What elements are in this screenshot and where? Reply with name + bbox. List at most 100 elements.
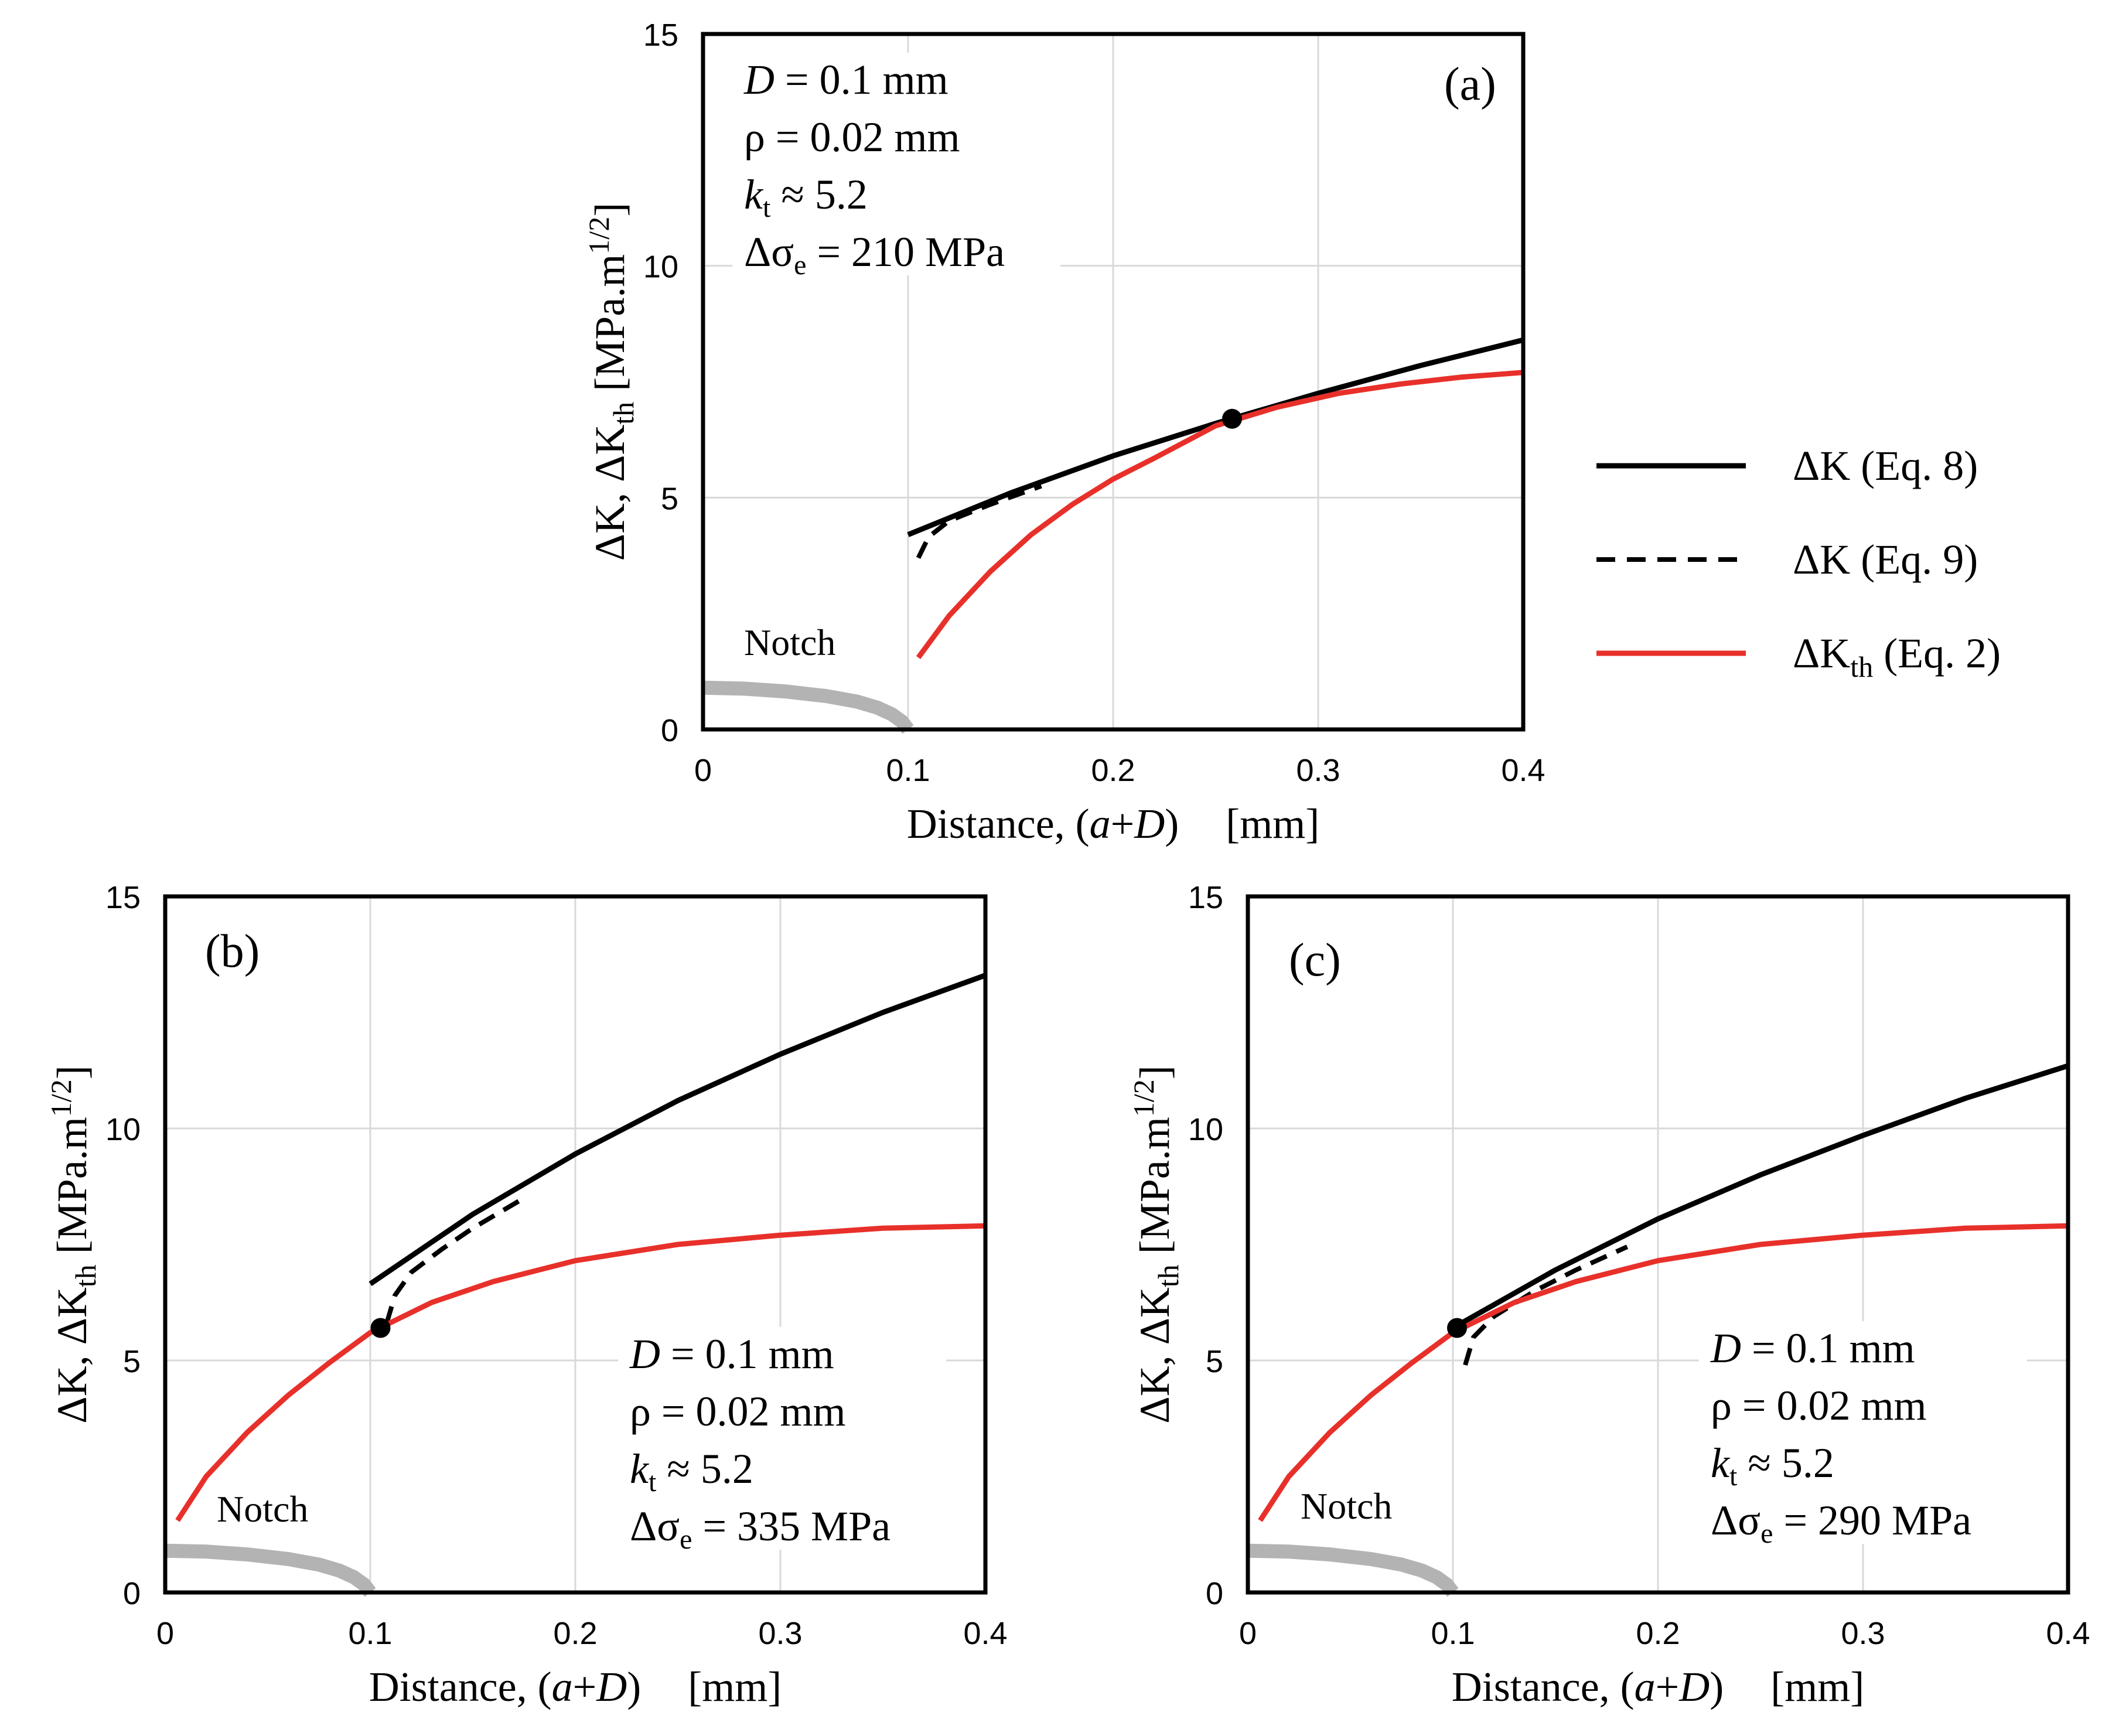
- annotation-background: [732, 53, 1060, 275]
- annotation-notch-radius: ρ = 0.02 mm: [1711, 1382, 1927, 1429]
- y-axis-label-main: ΔK, ΔK: [49, 1287, 95, 1424]
- x-axis-label-plus: +: [1656, 1663, 1680, 1710]
- x-tick-label: 0.3: [758, 1616, 802, 1651]
- x-axis-label-var-d: D: [1134, 800, 1165, 847]
- annotation-stress-prefix: Δσ: [1711, 1497, 1760, 1544]
- x-tick-label: 0.4: [1501, 753, 1545, 788]
- x-tick-label: 0: [1239, 1616, 1257, 1651]
- notch-label: Notch: [1301, 1485, 1392, 1527]
- notch-label: Notch: [217, 1488, 308, 1530]
- legend-label-rest: (Eq. 2): [1873, 630, 2001, 677]
- annotation-kt-var: k: [1711, 1440, 1731, 1486]
- x-axis-label: Distance, (a+D) [mm]: [369, 1663, 782, 1710]
- x-tick-label: 0.2: [1091, 753, 1135, 788]
- y-axis-label-close: ]: [1131, 1065, 1178, 1079]
- x-axis-label-plus: +: [573, 1663, 597, 1710]
- x-tick-label: 0.1: [886, 753, 930, 788]
- x-tick-label: 0.4: [963, 1616, 1007, 1651]
- y-tick-label: 5: [1206, 1344, 1223, 1379]
- y-axis-label: ΔK, ΔKth [MPa.m1/2]: [1127, 1065, 1185, 1423]
- series-line-2: [916, 483, 1042, 559]
- x-axis-label-var-d: D: [596, 1663, 627, 1710]
- legend-label-2: ΔK (Eq. 9): [1793, 536, 1978, 583]
- annotation-diameter-var: D: [629, 1331, 660, 1377]
- y-axis-label: ΔK, ΔKth [MPa.m1/2]: [582, 203, 640, 561]
- x-axis-label-prefix: Distance, (: [907, 800, 1090, 847]
- y-axis-label-sub: th: [607, 402, 640, 425]
- annotation-stress-value: = 210 MPa: [806, 228, 1005, 275]
- annotation-kt-var: k: [744, 171, 764, 218]
- x-tick-label: 0: [156, 1616, 174, 1651]
- x-tick-label: 0.3: [1841, 1616, 1885, 1651]
- y-axis-label-close: ]: [586, 203, 633, 217]
- y-tick-label: 15: [105, 880, 141, 915]
- notch-profile: [702, 680, 914, 734]
- chart-panel-3: D = 0.1 mm ρ = 0.02 mm kt ≈ 5.2 Δσe = 290 M…: [1127, 880, 2090, 1710]
- legend-label-main: ΔK (Eq. 9): [1793, 536, 1978, 583]
- annotation-stress-sub: e: [680, 1524, 692, 1555]
- x-tick-label: 0.2: [1636, 1616, 1680, 1651]
- legend-label-3: ΔKth (Eq. 2): [1793, 630, 2001, 683]
- annotation-kt-value: ≈ 5.2: [656, 1445, 753, 1492]
- notch-label: Notch: [744, 622, 835, 663]
- panel-label: (a): [1444, 59, 1496, 110]
- y-tick-label: 10: [1188, 1112, 1223, 1147]
- legend-label-1: ΔK (Eq. 8): [1793, 442, 1978, 489]
- x-axis-label-var-a: a: [552, 1663, 573, 1710]
- annotation-stress-sub: e: [1760, 1518, 1773, 1549]
- annotation-kt-sub: t: [649, 1466, 657, 1498]
- series-line-3: [1258, 1223, 2069, 1522]
- x-axis-label-var-a: a: [1090, 800, 1111, 847]
- plot-frame: [701, 32, 1526, 732]
- y-tick-label: 0: [1206, 1576, 1223, 1611]
- legend-label-main: ΔK: [1793, 630, 1850, 677]
- legend-label-sub: th: [1850, 650, 1873, 683]
- x-axis-label-prefix: Distance, (: [1452, 1663, 1635, 1710]
- x-axis-label-unit: [mm]: [1226, 800, 1319, 847]
- series-line-3: [175, 1223, 986, 1522]
- y-axis-label-main: ΔK, ΔK: [1131, 1287, 1178, 1424]
- annotation-stress-value: = 290 MPa: [1773, 1497, 1971, 1544]
- series-line-1: [1451, 1063, 2069, 1331]
- x-tick-label: 0.2: [553, 1616, 597, 1651]
- panel-label: (b): [205, 926, 260, 977]
- y-axis-label-unit: [MPa.m: [586, 254, 633, 402]
- annotation-background: [618, 1327, 946, 1550]
- series-line-1: [369, 973, 987, 1287]
- intersection-marker: [1222, 408, 1242, 429]
- plot-frame: [1246, 894, 2070, 1595]
- annotation-kt-value: ≈ 5.2: [1737, 1440, 1834, 1486]
- annotation-stress-range: Δσe = 335 MPa: [630, 1503, 890, 1555]
- legend: ΔK (Eq. 8) ΔK (Eq. 9) ΔKth (Eq. 2): [1596, 442, 2001, 683]
- x-axis-label-prefix: Distance, (: [369, 1663, 552, 1710]
- annotation-diameter-var: D: [1710, 1325, 1741, 1372]
- annotation-stress-sub: e: [794, 250, 806, 281]
- y-tick-label: 5: [123, 1344, 141, 1379]
- annotation-diameter-value: = 0.1 mm: [774, 56, 948, 103]
- legend-label-main: ΔK (Eq. 8): [1793, 442, 1978, 489]
- annotation-kt-value: ≈ 5.2: [770, 171, 868, 218]
- series-line-2: [384, 1196, 526, 1324]
- x-axis-label-suffix: ): [1165, 800, 1179, 847]
- x-tick-label: 0.1: [1431, 1616, 1475, 1651]
- annotation-kt: kt ≈ 5.2: [1711, 1440, 1834, 1492]
- intersection-marker: [1447, 1318, 1467, 1338]
- x-axis-label-plus: +: [1111, 800, 1135, 847]
- y-axis-label-exponent: 1/2: [582, 217, 615, 254]
- x-axis-label-unit: [mm]: [688, 1663, 782, 1710]
- annotation-kt-sub: t: [763, 192, 771, 223]
- x-axis-label-var-a: a: [1635, 1663, 1656, 1710]
- annotation-notch-radius: ρ = 0.02 mm: [630, 1388, 846, 1435]
- y-axis-label-exponent: 1/2: [1127, 1079, 1160, 1117]
- series-line-3: [916, 370, 1524, 659]
- intersection-marker: [370, 1318, 391, 1338]
- y-tick-label: 5: [661, 481, 678, 516]
- annotation-notch-radius: ρ = 0.02 mm: [744, 114, 960, 161]
- y-tick-label: 0: [123, 1576, 141, 1611]
- x-axis-label-var-d: D: [1678, 1663, 1710, 1710]
- series-line-1: [907, 337, 1524, 537]
- annotation-diameter: D = 0.1 mm: [1710, 1325, 1915, 1372]
- annotation-kt-var: k: [630, 1445, 650, 1492]
- plot-frame: [163, 894, 988, 1595]
